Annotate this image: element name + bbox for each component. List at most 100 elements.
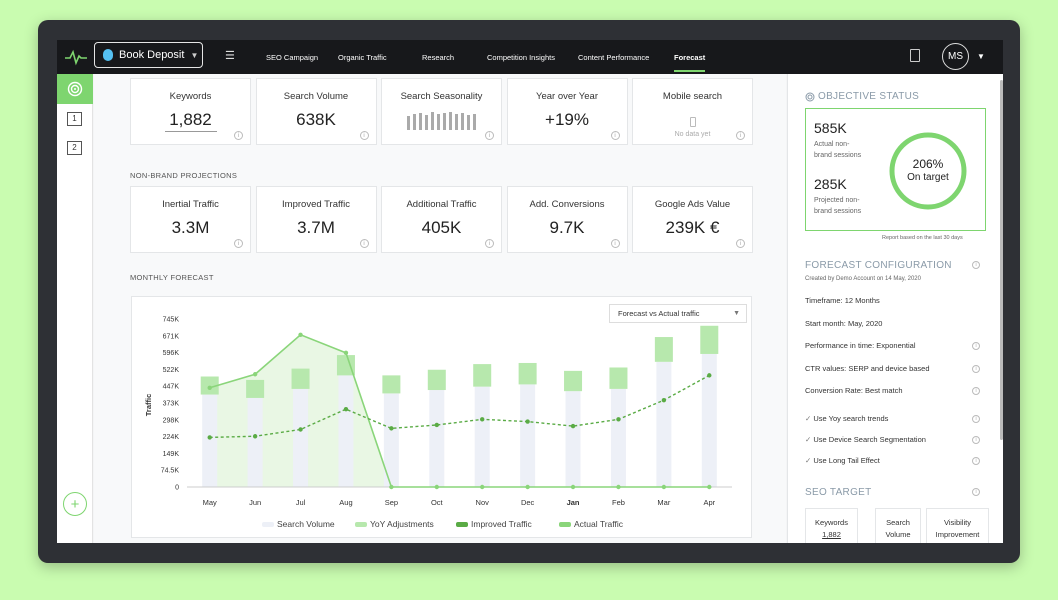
- sidebar-item-objective[interactable]: [57, 74, 93, 104]
- yoy-adjustment-bar: [518, 362, 537, 385]
- projections-label: Additional Traffic: [406, 199, 477, 210]
- yoy-adjustment-bar: [700, 325, 719, 354]
- config-row: CTR values: SERP and device based: [805, 364, 930, 373]
- config-check: ✓ Use Yoy search trends: [805, 414, 888, 423]
- projected-sessions-label-2: brand sessions: [814, 208, 862, 215]
- scrollbar[interactable]: [1000, 80, 1003, 440]
- projections-card-1: Improved Traffic 3.7M i: [255, 186, 377, 253]
- seasonality-bar: [407, 116, 410, 130]
- actual-traffic-point: [525, 484, 530, 490]
- projections-label: Improved Traffic: [282, 199, 350, 210]
- phone-icon: [690, 117, 696, 127]
- y-tick-label: 671K: [163, 333, 180, 340]
- chevron-down-icon: ▼: [190, 50, 199, 60]
- x-tick-label: Aug: [339, 498, 352, 507]
- list-icon[interactable]: ☰: [225, 50, 235, 62]
- info-icon[interactable]: i: [610, 131, 620, 140]
- seo-target-sub: 1,882: [822, 530, 841, 539]
- x-tick-label: Sep: [385, 498, 398, 507]
- legend-label[interactable]: Actual Traffic: [574, 519, 624, 529]
- projections-card-0: Inertial Traffic 3.3M i: [130, 186, 251, 253]
- check-label: Use Long Tail Effect: [813, 456, 880, 465]
- seo-target-card: Search Volume: [875, 508, 921, 543]
- info-icon[interactable]: i: [736, 239, 745, 248]
- nav-item-forecast[interactable]: Forecast: [674, 53, 706, 62]
- chevron-down-icon[interactable]: ▼: [977, 52, 985, 61]
- kpis-label: Search Volume: [283, 91, 349, 102]
- actual-traffic-point: [570, 484, 576, 490]
- check-label: Use Device Search Segmentation: [813, 435, 926, 444]
- info-icon[interactable]: i: [359, 239, 369, 248]
- projected-sessions-label: Projected non-: [814, 197, 860, 204]
- objective-percent: 206%: [912, 157, 944, 171]
- config-value: May, 2020: [847, 318, 883, 328]
- info-icon[interactable]: i: [610, 239, 620, 248]
- projections-value: 239K €: [665, 218, 720, 237]
- nav-item-content-performance[interactable]: Content Performance: [578, 53, 650, 62]
- projections-value: 3.3M: [171, 218, 210, 237]
- improved-traffic-point: [525, 419, 530, 424]
- keywords-underline: [165, 131, 217, 132]
- info-icon[interactable]: i: [972, 261, 980, 269]
- kpis-label: Mobile search: [662, 91, 723, 102]
- yoy-adjustment-bar: [427, 369, 446, 391]
- yoy-adjustment-bar: [654, 337, 673, 362]
- info-icon[interactable]: i: [736, 131, 745, 140]
- info-icon[interactable]: i: [234, 239, 243, 248]
- seasonality-bar: [473, 114, 476, 130]
- info-icon[interactable]: i: [972, 488, 980, 496]
- target-icon: [805, 92, 815, 102]
- project-icon: [103, 49, 113, 61]
- nav-item-research[interactable]: Research: [422, 53, 455, 62]
- info-icon[interactable]: i: [485, 131, 494, 140]
- info-icon[interactable]: i: [972, 457, 980, 465]
- nav-item-seo-campaign[interactable]: SEO Campaign: [266, 53, 319, 62]
- y-tick-label: 149K: [163, 451, 180, 458]
- info-icon[interactable]: i: [359, 131, 369, 140]
- legend-label[interactable]: Search Volume: [277, 519, 335, 529]
- x-tick-label: Feb: [612, 498, 625, 507]
- seasonality-bar: [431, 112, 434, 130]
- forecast-title: MONTHLY FORECAST: [130, 273, 214, 282]
- search-volume-bar: [701, 353, 717, 487]
- actual-traffic-point: [616, 484, 621, 490]
- nav-item-competition-insights[interactable]: Competition Insights: [487, 53, 555, 62]
- improved-traffic-point: [252, 434, 258, 439]
- config-key: Performance in time:: [805, 341, 875, 350]
- chart-mode-select[interactable]: Forecast vs Actual traffic ▼: [609, 304, 747, 323]
- info-icon[interactable]: i: [972, 415, 980, 423]
- info-icon[interactable]: i: [485, 239, 494, 248]
- avatar[interactable]: MS: [942, 43, 969, 70]
- project-selector[interactable]: Book Deposit ▼: [94, 42, 203, 68]
- legend-label[interactable]: YoY Adjustments: [370, 519, 434, 529]
- actual-sessions-label: Actual non-: [814, 141, 850, 148]
- kpis-label: Keywords: [169, 91, 212, 102]
- seasonality-bar: [413, 114, 416, 130]
- info-icon[interactable]: i: [972, 364, 980, 373]
- add-button[interactable]: +: [63, 492, 87, 516]
- target-icon: [67, 81, 83, 97]
- seasonality-bar: [455, 114, 458, 130]
- calendar-1-icon[interactable]: 1: [67, 112, 82, 126]
- seo-target-label: Search: [886, 518, 910, 527]
- info-icon[interactable]: i: [972, 436, 980, 444]
- legend-label[interactable]: Improved Traffic: [471, 519, 533, 529]
- x-tick-label: Apr: [703, 498, 715, 507]
- projections-title: NON-BRAND PROJECTIONS: [130, 171, 238, 180]
- yoy-adjustment-bar: [336, 355, 355, 376]
- info-icon[interactable]: i: [234, 131, 243, 140]
- kpis-value: 638K: [296, 110, 336, 129]
- project-name: Book Deposit: [119, 49, 185, 61]
- check-label: Use Yoy search trends: [813, 414, 889, 423]
- projections-label: Inertial Traffic: [162, 199, 219, 210]
- nav-item-organic-traffic[interactable]: Organic Traffic: [338, 53, 387, 62]
- info-icon[interactable]: i: [972, 342, 980, 350]
- book-icon[interactable]: [910, 49, 920, 62]
- calendar-2-icon[interactable]: 2: [67, 141, 82, 155]
- improved-traffic-point: [298, 427, 303, 432]
- info-icon[interactable]: i: [972, 387, 980, 395]
- search-volume-bar: [610, 388, 626, 487]
- config-check: ✓ Use Device Search Segmentation: [805, 435, 926, 444]
- search-volume-bar: [338, 375, 354, 487]
- main-content: Keywords 1,882 i Search Volume 638K i Search S…: [94, 74, 786, 543]
